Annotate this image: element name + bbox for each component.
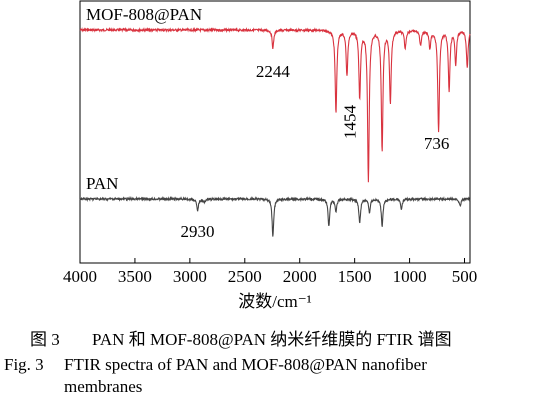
caption-en-number: Fig. 3 bbox=[4, 355, 44, 374]
caption-english-line1: Fig. 3 FTIR spectra of PAN and MOF-808@PA… bbox=[4, 355, 536, 375]
caption-en-text: FTIR spectra of PAN and MOF-808@PAN nano… bbox=[64, 355, 427, 374]
x-tick-label: 4000 bbox=[63, 267, 97, 286]
band-annotation: 2244 bbox=[256, 62, 291, 81]
series-labels: MOF-808@PAN PAN 2244 1454 736 2930 bbox=[86, 5, 449, 241]
series-label: MOF-808@PAN bbox=[86, 5, 202, 24]
x-axis-label: 波数/cm⁻¹ bbox=[238, 292, 312, 311]
spectrum-line-pan bbox=[79, 195, 471, 237]
caption-cn-text: PAN 和 MOF-808@PAN 纳米纤维膜的 FTIR 谱图 bbox=[92, 330, 452, 349]
x-tick-label: 1000 bbox=[393, 267, 427, 286]
x-tick-label: 3000 bbox=[173, 267, 207, 286]
x-tick-label: 2500 bbox=[228, 267, 262, 286]
spectra-series bbox=[79, 26, 471, 237]
plot-frame bbox=[79, 0, 471, 264]
band-annotation: 736 bbox=[424, 134, 450, 153]
x-tick-label: 1500 bbox=[338, 267, 372, 286]
series-label: PAN bbox=[86, 174, 118, 193]
x-tick-label: 3500 bbox=[118, 267, 152, 286]
spectrum-line-mof-808-pan bbox=[79, 26, 471, 183]
caption-english-line2: membranes bbox=[64, 377, 536, 397]
x-axis-ticks: 4000 3500 3000 2500 2000 1500 1000 500 bbox=[63, 258, 477, 286]
band-annotation: 2930 bbox=[181, 222, 215, 241]
caption-cn-number: 图 3 bbox=[30, 330, 60, 349]
caption-chinese: 图 3 PAN 和 MOF-808@PAN 纳米纤维膜的 FTIR 谱图 bbox=[30, 330, 536, 350]
x-tick-label: 500 bbox=[452, 267, 478, 286]
band-annotation: 1454 bbox=[341, 105, 360, 140]
caption-en-text-cont: membranes bbox=[64, 377, 143, 396]
x-tick-label: 2000 bbox=[283, 267, 317, 286]
